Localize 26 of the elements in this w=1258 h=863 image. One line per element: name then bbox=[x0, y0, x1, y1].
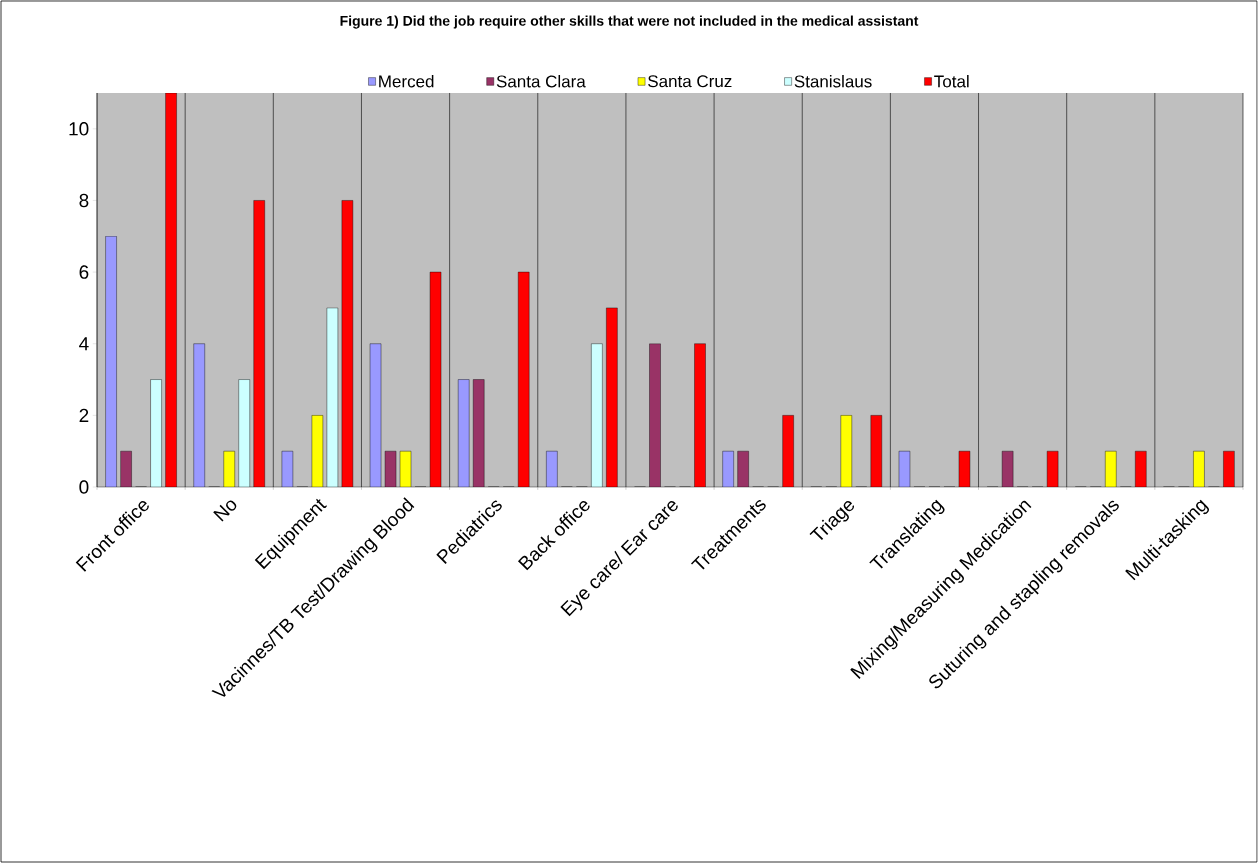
legend-label: Santa Cruz bbox=[648, 75, 732, 88]
x-tick-label: No bbox=[213, 500, 237, 522]
bar bbox=[193, 343, 205, 487]
bar bbox=[253, 200, 265, 487]
bar bbox=[518, 272, 530, 487]
y-tick-label: 10 bbox=[69, 122, 89, 136]
bar bbox=[473, 379, 485, 487]
bar bbox=[150, 379, 162, 487]
bar bbox=[694, 343, 706, 487]
y-tick-label: 8 bbox=[79, 193, 89, 208]
y-tick-label: 6 bbox=[79, 265, 89, 279]
chart-title: Figure 1) Did the job require other skills that were not included in the medical assistant bbox=[340, 15, 919, 29]
legend-label: Stanislaus bbox=[794, 74, 872, 88]
legend-label: Merced bbox=[379, 74, 434, 88]
bar bbox=[649, 343, 661, 487]
bar bbox=[105, 236, 117, 487]
legend-label: Santa Clara bbox=[496, 74, 586, 88]
y-tick-label: 0 bbox=[79, 480, 89, 494]
bar bbox=[591, 343, 603, 487]
y-tick-label: 2 bbox=[79, 408, 89, 422]
bar bbox=[238, 379, 250, 487]
bar bbox=[606, 307, 618, 487]
y-tick-label: 4 bbox=[79, 337, 89, 351]
bar bbox=[458, 379, 470, 487]
legend-label: Total bbox=[934, 74, 969, 88]
bar bbox=[165, 93, 177, 487]
